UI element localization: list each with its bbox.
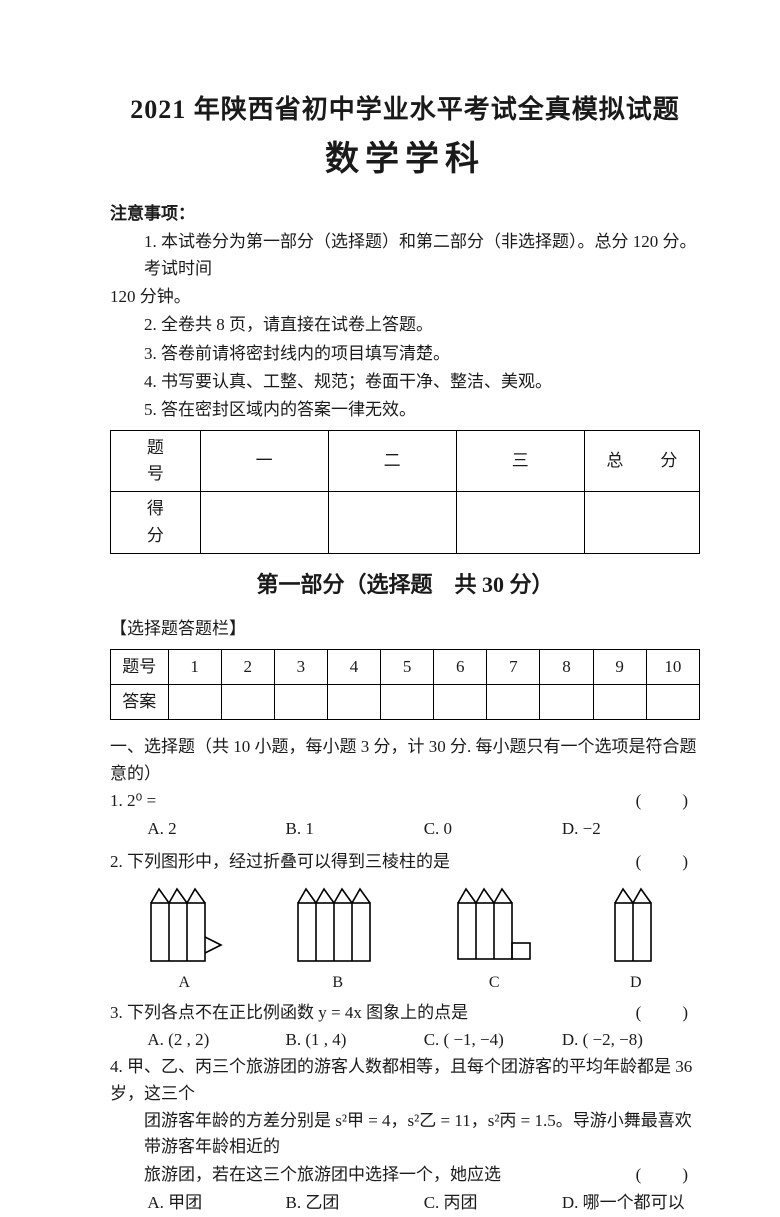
q3-option-a: A. (2 , 2) (147, 1027, 285, 1053)
q1-option-a: A. 2 (147, 816, 285, 842)
answer-header-cell: 4 (327, 649, 380, 684)
notice-item: 3. 答卷前请将密封线内的项目填写清楚。 (144, 341, 700, 367)
q1-stem: 1. 2⁰ = (110, 788, 156, 814)
q3-option-d: D. ( −2, −8) (562, 1027, 700, 1053)
q2-stem: 2. 下列图形中，经过折叠可以得到三棱柱的是 (110, 849, 450, 875)
answer-cell (646, 684, 699, 719)
notice-item: 4. 书写要认真、工整、规范；卷面干净、整洁、美观。 (144, 369, 700, 395)
section-1-head: 一、选择题（共 10 小题，每小题 3 分，计 30 分. 每小题只有一个选项是… (110, 734, 700, 787)
prism-net-b-icon (288, 883, 388, 969)
notice-item: 120 分钟。 (110, 284, 700, 310)
notice-item: 5. 答在密封区域内的答案一律无效。 (144, 397, 700, 423)
answer-header-cell: 7 (487, 649, 540, 684)
answer-header-cell: 3 (274, 649, 327, 684)
answer-cell (221, 684, 274, 719)
score-header-cell: 一 (200, 430, 328, 492)
prism-net-c-icon (446, 883, 542, 969)
answer-table: 题号 1 2 3 4 5 6 7 8 9 10 答案 (110, 649, 700, 721)
answer-header-cell: 8 (540, 649, 593, 684)
score-header-cell: 二 (328, 430, 456, 492)
answer-paren: ( ) (636, 788, 700, 814)
q2-figure-c: C (446, 883, 542, 996)
title-main: 2021 年陕西省初中学业水平考试全真模拟试题 (110, 90, 700, 130)
answer-header-cell: 6 (434, 649, 487, 684)
q1-stem-line: 1. 2⁰ = ( ) (110, 788, 700, 814)
score-header-cell: 总 分 (584, 430, 699, 492)
q3-option-c: C. ( −1, −4) (424, 1027, 562, 1053)
q3-stem: 3. 下列各点不在正比例函数 y = 4x 图象上的点是 (110, 1000, 468, 1026)
score-header-cell: 三 (456, 430, 584, 492)
answer-header-cell: 9 (593, 649, 646, 684)
score-cell (584, 492, 699, 554)
q4-line3: 旅游团，若在这三个旅游团中选择一个，她应选 ( ) (110, 1162, 700, 1188)
q2-label-b: B (332, 974, 343, 991)
answer-cell (274, 684, 327, 719)
q1-option-d: D. −2 (562, 816, 700, 842)
q2-figure-d: D (601, 883, 671, 996)
score-cell (328, 492, 456, 554)
q2-figures: A B (110, 883, 700, 996)
q3-stem-line: 3. 下列各点不在正比例函数 y = 4x 图象上的点是 ( ) (110, 1000, 700, 1026)
q4-options: A. 甲团 B. 乙团 C. 丙团 D. 哪一个都可以 (110, 1190, 700, 1216)
score-cell (200, 492, 328, 554)
q2-stem-line: 2. 下列图形中，经过折叠可以得到三棱柱的是 ( ) (110, 849, 700, 875)
q1-options: A. 2 B. 1 C. 0 D. −2 (110, 816, 700, 842)
section-1-title: 第一部分（选择题 共 30 分） (110, 568, 700, 602)
answer-paren: ( ) (636, 849, 700, 875)
answer-paren: ( ) (636, 1000, 700, 1026)
title-sub: 数学学科 (110, 134, 700, 187)
prism-net-a-icon (139, 883, 229, 969)
answer-cell (327, 684, 380, 719)
answer-header-cell: 5 (381, 649, 434, 684)
q4-line2: 团游客年龄的方差分别是 s²甲 = 4，s²乙 = 11，s²丙 = 1.5。导… (110, 1108, 700, 1161)
answer-header-cell: 题号 (111, 649, 169, 684)
answer-header-cell: 1 (168, 649, 221, 684)
answer-header-cell: 10 (646, 649, 699, 684)
exam-page: 2021 年陕西省初中学业水平考试全真模拟试题 数学学科 注意事项： 1. 本试… (0, 0, 780, 1103)
q4-line1: 4. 甲、乙、丙三个旅游团的游客人数都相等，且每个团游客的平均年龄都是 36 岁… (110, 1054, 700, 1107)
answer-bar-label: 【选择题答题栏】 (110, 616, 700, 642)
score-cell: 得 分 (111, 492, 201, 554)
table-row: 题 号 一 二 三 总 分 (111, 430, 700, 492)
notice-item: 2. 全卷共 8 页，请直接在试卷上答题。 (144, 312, 700, 338)
score-cell (456, 492, 584, 554)
notice-heading: 注意事项： (110, 201, 700, 227)
q2-label-a: A (178, 974, 190, 991)
q4-option-d: D. 哪一个都可以 (562, 1190, 700, 1216)
answer-cell (487, 684, 540, 719)
answer-cell (381, 684, 434, 719)
q1-option-b: B. 1 (286, 816, 424, 842)
q4-option-c: C. 丙团 (424, 1190, 562, 1216)
q4-option-b: B. 乙团 (286, 1190, 424, 1216)
table-row: 答案 (111, 684, 700, 719)
score-table: 题 号 一 二 三 总 分 得 分 (110, 430, 700, 554)
notice-item: 1. 本试卷分为第一部分（选择题）和第二部分（非选择题）。总分 120 分。考试… (144, 229, 700, 282)
q4-option-a: A. 甲团 (147, 1190, 285, 1216)
answer-cell (168, 684, 221, 719)
answer-header-cell: 2 (221, 649, 274, 684)
answer-cell (434, 684, 487, 719)
questions-block: 一、选择题（共 10 小题，每小题 3 分，计 30 分. 每小题只有一个选项是… (110, 734, 700, 1216)
answer-cell: 答案 (111, 684, 169, 719)
q2-figure-a: A (139, 883, 229, 996)
table-row: 得 分 (111, 492, 700, 554)
table-row: 题号 1 2 3 4 5 6 7 8 9 10 (111, 649, 700, 684)
answer-paren: ( ) (636, 1162, 700, 1188)
score-header-cell: 题 号 (111, 430, 201, 492)
q2-label-d: D (630, 974, 642, 991)
q2-figure-b: B (288, 883, 388, 996)
q4-line3-text: 旅游团，若在这三个旅游团中选择一个，她应选 (144, 1162, 501, 1188)
q1-option-c: C. 0 (424, 816, 562, 842)
prism-net-d-icon (601, 883, 671, 969)
q3-option-b: B. (1 , 4) (286, 1027, 424, 1053)
answer-cell (540, 684, 593, 719)
answer-cell (593, 684, 646, 719)
q2-label-c: C (489, 974, 500, 991)
q3-options: A. (2 , 2) B. (1 , 4) C. ( −1, −4) D. ( … (110, 1027, 700, 1053)
notice-list: 1. 本试卷分为第一部分（选择题）和第二部分（非选择题）。总分 120 分。考试… (110, 229, 700, 423)
